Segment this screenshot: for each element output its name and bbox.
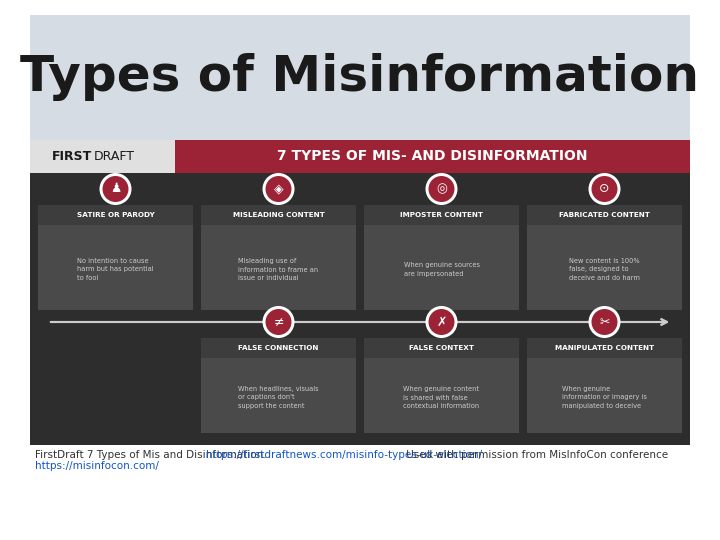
FancyBboxPatch shape [527, 338, 682, 358]
Circle shape [428, 309, 454, 335]
FancyBboxPatch shape [527, 338, 682, 433]
FancyBboxPatch shape [201, 205, 356, 225]
Text: ✂: ✂ [599, 315, 610, 328]
FancyBboxPatch shape [364, 338, 519, 433]
Text: ♟: ♟ [110, 183, 121, 195]
FancyBboxPatch shape [38, 205, 193, 225]
Text: Misleading use of
information to frame an
issue or individual: Misleading use of information to frame a… [238, 258, 318, 281]
Text: https://misinfocon.com/: https://misinfocon.com/ [35, 461, 159, 471]
Text: FABRICATED CONTENT: FABRICATED CONTENT [559, 212, 650, 218]
FancyBboxPatch shape [201, 205, 356, 310]
Circle shape [426, 306, 457, 338]
Text: When headlines, visuals
or captions don't
support the content: When headlines, visuals or captions don'… [238, 386, 319, 409]
FancyBboxPatch shape [527, 205, 682, 310]
FancyBboxPatch shape [38, 205, 193, 310]
Text: ≠: ≠ [274, 315, 284, 328]
FancyBboxPatch shape [30, 15, 690, 140]
Text: DRAFT: DRAFT [94, 150, 135, 163]
Text: IMPOSTER CONTENT: IMPOSTER CONTENT [400, 212, 483, 218]
Text: When genuine
information or imagery is
manipulated to deceive: When genuine information or imagery is m… [562, 386, 647, 409]
FancyBboxPatch shape [364, 205, 519, 225]
Text: https://firstdraftnews.com/misinfo-types-uk-election/: https://firstdraftnews.com/misinfo-types… [206, 450, 482, 460]
Text: Types of Misinformation: Types of Misinformation [20, 53, 700, 101]
Circle shape [99, 173, 132, 205]
Text: When genuine content
is shared with false
contextual information: When genuine content is shared with fals… [403, 386, 480, 409]
Circle shape [266, 309, 292, 335]
FancyBboxPatch shape [30, 140, 690, 445]
Text: ◈: ◈ [274, 183, 283, 195]
Circle shape [592, 176, 618, 202]
FancyBboxPatch shape [175, 140, 690, 173]
Circle shape [592, 309, 618, 335]
FancyBboxPatch shape [30, 140, 175, 173]
Text: FALSE CONNECTION: FALSE CONNECTION [238, 345, 319, 351]
Circle shape [263, 306, 294, 338]
Text: 7 TYPES OF MIS- AND DISINFORMATION: 7 TYPES OF MIS- AND DISINFORMATION [277, 150, 588, 164]
FancyBboxPatch shape [201, 338, 356, 358]
Circle shape [426, 173, 457, 205]
Circle shape [266, 176, 292, 202]
Text: No intention to cause
harm but has potential
to fool: No intention to cause harm but has poten… [77, 258, 154, 281]
Text: ⊙: ⊙ [599, 183, 610, 195]
Text: FIRST: FIRST [53, 150, 92, 163]
FancyBboxPatch shape [527, 205, 682, 225]
Text: When genuine sources
are impersonated: When genuine sources are impersonated [403, 262, 480, 276]
Text: MISLEADING CONTENT: MISLEADING CONTENT [233, 212, 325, 218]
Circle shape [102, 176, 128, 202]
Circle shape [263, 173, 294, 205]
Text: New content is 100%
false, designed to
deceive and do harm: New content is 100% false, designed to d… [569, 258, 640, 281]
Text: ✗: ✗ [436, 315, 446, 328]
Text: FirstDraft 7 Types of Mis and Disinformation.: FirstDraft 7 Types of Mis and Disinforma… [35, 450, 270, 460]
Text: FALSE CONTEXT: FALSE CONTEXT [409, 345, 474, 351]
FancyBboxPatch shape [364, 205, 519, 310]
Text: ◎: ◎ [436, 183, 447, 195]
Circle shape [588, 173, 621, 205]
FancyBboxPatch shape [201, 338, 356, 433]
Circle shape [588, 306, 621, 338]
FancyBboxPatch shape [364, 338, 519, 358]
Text: MANIPULATED CONTENT: MANIPULATED CONTENT [555, 345, 654, 351]
Text: Used with permission from MisInfoCon conference: Used with permission from MisInfoCon con… [403, 450, 668, 460]
Circle shape [428, 176, 454, 202]
Text: SATIRE OR PARODY: SATIRE OR PARODY [76, 212, 154, 218]
